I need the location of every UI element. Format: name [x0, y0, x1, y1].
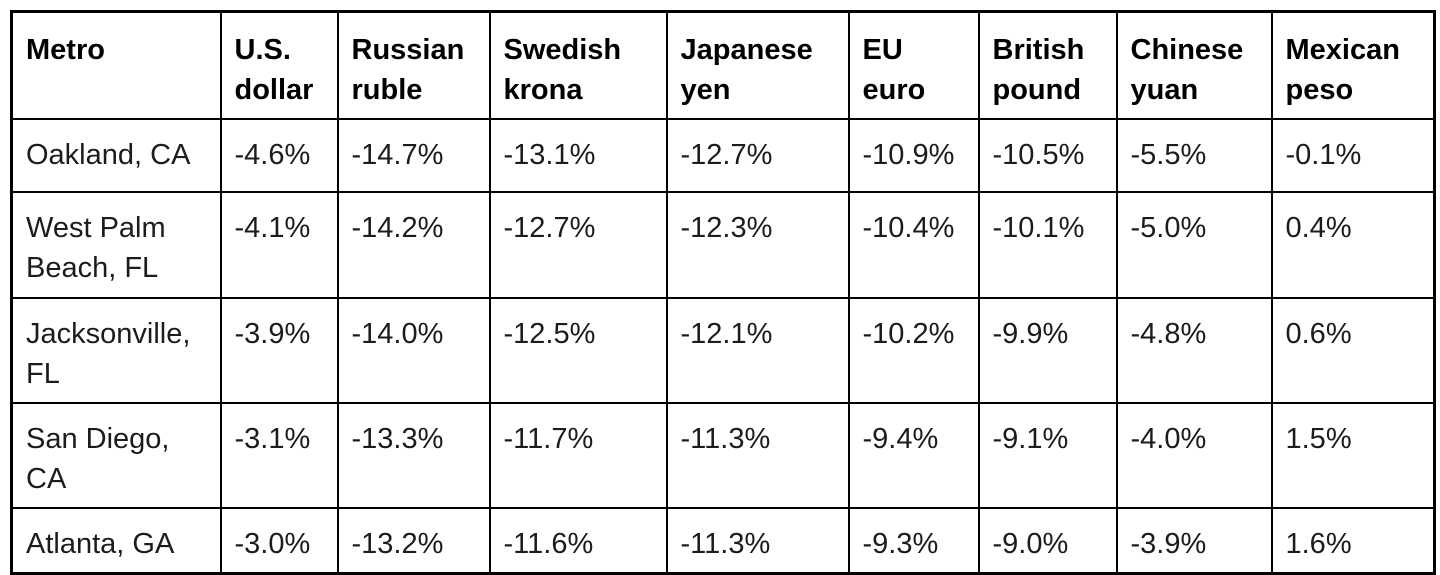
- header-row: Metro U.S. dollar Russian ruble Swedish …: [10, 10, 1436, 120]
- column-header-japanese-yen: Japanese yen: [665, 10, 850, 120]
- value-cell: -4.6%: [219, 118, 339, 193]
- metro-cell: Atlanta, GA: [10, 507, 222, 575]
- header-line: euro: [862, 74, 926, 106]
- header-line: yuan: [1130, 74, 1199, 106]
- value-cell: -4.0%: [1115, 402, 1273, 509]
- value-cell: -11.6%: [488, 507, 668, 575]
- column-header-russian-ruble: Russian ruble: [336, 10, 491, 120]
- value-cell: -3.9%: [219, 297, 339, 404]
- header-line: EU: [862, 34, 903, 66]
- column-header-us-dollar: U.S. dollar: [219, 10, 339, 120]
- metro-name-line: West Palm: [26, 212, 166, 244]
- header-line: dollar: [234, 74, 314, 106]
- metro-name-line: San Diego,: [26, 423, 170, 455]
- metro-name-line: FL: [26, 358, 60, 390]
- value-cell: -3.0%: [219, 507, 339, 575]
- value-cell: -9.9%: [977, 297, 1118, 404]
- column-header-eu-euro: EU euro: [847, 10, 980, 120]
- metro-cell: Oakland, CA: [10, 118, 222, 193]
- value-cell: -12.5%: [488, 297, 668, 404]
- value-cell: -0.1%: [1270, 118, 1436, 193]
- value-cell: -9.1%: [977, 402, 1118, 509]
- header-line: British: [992, 34, 1085, 66]
- value-cell: -10.1%: [977, 191, 1118, 299]
- column-header-metro: Metro: [10, 10, 222, 120]
- header-line: U.S.: [234, 34, 291, 66]
- value-cell: -11.3%: [665, 507, 850, 575]
- column-header-chinese-yuan: Chinese yuan: [1115, 10, 1273, 120]
- metro-cell: San Diego, CA: [10, 402, 222, 509]
- header-line: Metro: [26, 34, 105, 66]
- value-cell: -11.7%: [488, 402, 668, 509]
- table-header: Metro U.S. dollar Russian ruble Swedish …: [10, 10, 1436, 120]
- header-line: Swedish: [503, 34, 622, 66]
- value-cell: -4.8%: [1115, 297, 1273, 404]
- metro-name-line: Jacksonville,: [26, 318, 191, 350]
- table-row-oakland: Oakland, CA -4.6% -14.7% -13.1% -12.7% -…: [10, 118, 1436, 193]
- header-line: peso: [1285, 74, 1354, 106]
- value-cell: -10.4%: [847, 191, 980, 299]
- metro-cell: Jacksonville, FL: [10, 297, 222, 404]
- value-cell: -3.1%: [219, 402, 339, 509]
- header-line: yen: [680, 74, 731, 106]
- table-row-san-diego: San Diego, CA -3.1% -13.3% -11.7% -11.3%…: [10, 402, 1436, 509]
- value-cell: -12.7%: [665, 118, 850, 193]
- value-cell: -3.9%: [1115, 507, 1273, 575]
- value-cell: -9.4%: [847, 402, 980, 509]
- metro-name-line: CA: [26, 463, 67, 495]
- metro-name-line: Beach, FL: [26, 252, 159, 284]
- value-cell: -9.0%: [977, 507, 1118, 575]
- value-cell: -13.1%: [488, 118, 668, 193]
- metro-cell: West Palm Beach, FL: [10, 191, 222, 299]
- value-cell: -13.3%: [336, 402, 491, 509]
- value-cell: -10.5%: [977, 118, 1118, 193]
- value-cell: -10.9%: [847, 118, 980, 193]
- header-line: Mexican: [1285, 34, 1400, 66]
- header-line: Japanese: [680, 34, 813, 66]
- metro-name-line: Atlanta, GA: [26, 528, 175, 560]
- header-line: krona: [503, 74, 583, 106]
- column-header-mexican-peso: Mexican peso: [1270, 10, 1436, 120]
- value-cell: -13.2%: [336, 507, 491, 575]
- header-line: pound: [992, 74, 1082, 106]
- value-cell: 0.4%: [1270, 191, 1436, 299]
- value-cell: -10.2%: [847, 297, 980, 404]
- column-header-british-pound: British pound: [977, 10, 1118, 120]
- metro-name-line: Oakland, CA: [26, 139, 191, 171]
- value-cell: 0.6%: [1270, 297, 1436, 404]
- table-body: Oakland, CA -4.6% -14.7% -13.1% -12.7% -…: [10, 118, 1436, 575]
- header-line: Russian: [351, 34, 465, 66]
- value-cell: -12.1%: [665, 297, 850, 404]
- value-cell: -11.3%: [665, 402, 850, 509]
- currency-table-container: Metro U.S. dollar Russian ruble Swedish …: [10, 10, 1436, 575]
- table-row-west-palm-beach: West Palm Beach, FL -4.1% -14.2% -12.7% …: [10, 191, 1436, 299]
- table-row-jacksonville: Jacksonville, FL -3.9% -14.0% -12.5% -12…: [10, 297, 1436, 404]
- value-cell: -5.5%: [1115, 118, 1273, 193]
- value-cell: -14.2%: [336, 191, 491, 299]
- value-cell: -4.1%: [219, 191, 339, 299]
- value-cell: -14.0%: [336, 297, 491, 404]
- value-cell: 1.5%: [1270, 402, 1436, 509]
- value-cell: -12.7%: [488, 191, 668, 299]
- table-row-atlanta: Atlanta, GA -3.0% -13.2% -11.6% -11.3% -…: [10, 507, 1436, 575]
- metro-currency-table: Metro U.S. dollar Russian ruble Swedish …: [10, 10, 1436, 575]
- column-header-swedish-krona: Swedish krona: [488, 10, 668, 120]
- header-line: Chinese: [1130, 34, 1244, 66]
- value-cell: -9.3%: [847, 507, 980, 575]
- value-cell: -5.0%: [1115, 191, 1273, 299]
- value-cell: 1.6%: [1270, 507, 1436, 575]
- value-cell: -14.7%: [336, 118, 491, 193]
- header-line: ruble: [351, 74, 423, 106]
- value-cell: -12.3%: [665, 191, 850, 299]
